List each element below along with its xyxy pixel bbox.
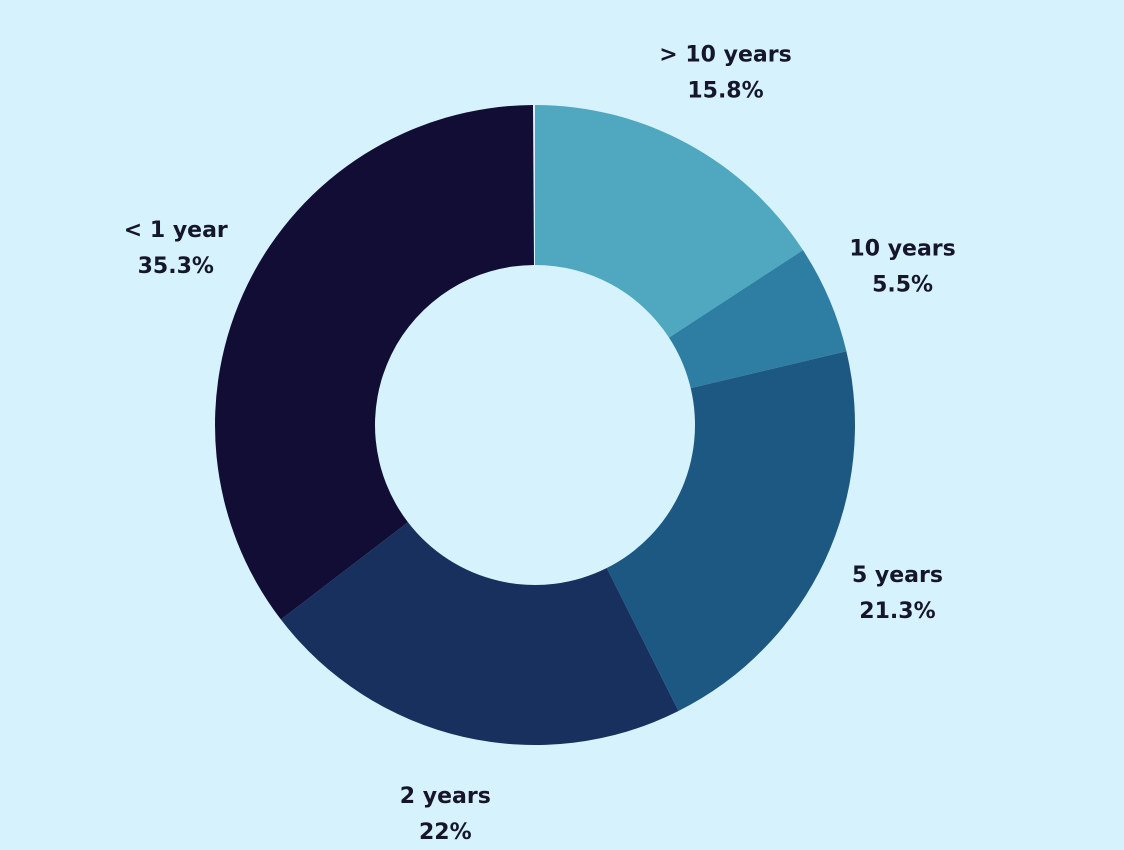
slice-value-label: 5.5% <box>872 272 933 297</box>
donut-slice <box>280 522 679 745</box>
donut-slice <box>535 105 804 338</box>
slice-label: 10 years <box>849 236 955 261</box>
donut-slice <box>215 105 534 620</box>
slice-value-label: 21.3% <box>859 599 935 624</box>
donut-slice <box>606 351 856 712</box>
slice-label: 5 years <box>852 563 943 588</box>
slice-value-label: 15.8% <box>687 78 763 103</box>
slice-value-label: 35.3% <box>138 254 214 279</box>
slice-label: 2 years <box>400 784 491 809</box>
slice-label: < 1 year <box>124 218 228 243</box>
slice-label: > 10 years <box>659 42 791 67</box>
slice-value-label: 22% <box>419 820 472 845</box>
donut-slice <box>669 250 847 389</box>
